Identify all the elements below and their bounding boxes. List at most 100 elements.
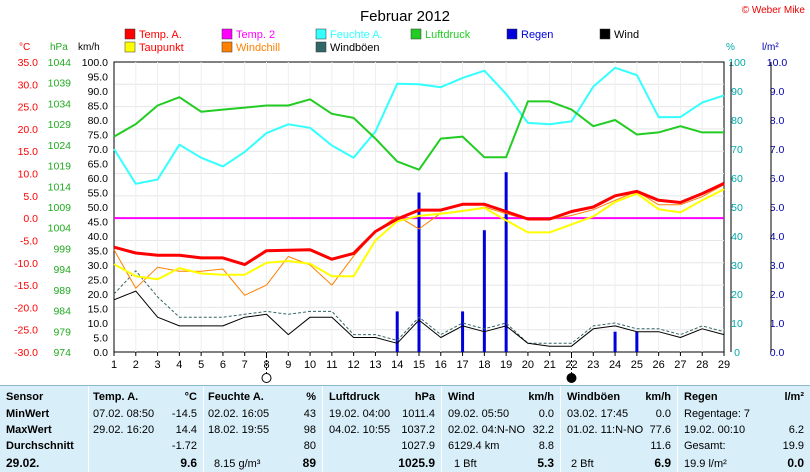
wind-tick-label: 50.0: [88, 202, 109, 214]
legend-label-windboen: Windböen: [330, 42, 380, 54]
rain-max: 6.2: [788, 424, 804, 436]
temp-tick-label: -25.0: [14, 325, 38, 337]
x-tick-label: 19: [500, 359, 512, 371]
temp-tick-label: 30.0: [18, 79, 39, 91]
press-unit: hPa: [414, 391, 435, 403]
press-max: 1037.2: [401, 424, 435, 436]
hum-min-time: 02.02. 16:05: [208, 408, 270, 420]
credit-text: © Weber Mike: [742, 5, 806, 16]
temp-min-time: 07.02. 08:50: [93, 408, 155, 420]
boen-current: 6.9: [654, 456, 671, 470]
boen-max: 77.6: [649, 424, 671, 436]
legend-label-regen: Regen: [521, 29, 553, 41]
wind-tick-label: 100.0: [82, 57, 108, 69]
wind-tick-label: 80.0: [88, 115, 109, 127]
temp-tick-label: -5.0: [20, 235, 38, 247]
legend-swatch-luftdruck: [410, 28, 422, 40]
x-tick-label: 20: [522, 359, 534, 371]
x-tick-label: 10: [304, 359, 316, 371]
temp-unit-label: °C: [19, 42, 30, 53]
moon-full-icon: [261, 373, 272, 383]
x-tick-label: 25: [631, 359, 643, 371]
temp-tick-label: -15.0: [14, 280, 38, 292]
legend-label-wind: Wind: [614, 29, 639, 41]
wind-tick-label: 45.0: [88, 217, 109, 229]
hum-tick-label: 0: [734, 347, 740, 359]
wind-avg: 8.8: [538, 440, 554, 452]
legend-swatch-wind: [599, 28, 611, 40]
wind-tick-label: 0.0: [93, 347, 108, 359]
temp-unit: °C: [184, 391, 197, 403]
row-label-date: 29.02.: [6, 456, 40, 470]
wind-tick-label: 40.0: [88, 231, 109, 243]
rain-total-label: Gesamt:: [684, 440, 726, 452]
rain-unit-label: l/m²: [762, 42, 779, 53]
rain-unit: l/m²: [784, 391, 804, 403]
legend-label-luftdruck: Luftdruck: [425, 29, 471, 41]
x-tick-label: 29: [718, 359, 730, 371]
wind-tick-label: 70.0: [88, 144, 109, 156]
press-tick-label: 974: [53, 347, 71, 359]
wind-max: 32.2: [532, 424, 554, 436]
wind-max-time: 02.02. 04:N-NO: [448, 424, 526, 436]
press-tick-label: 1034: [48, 98, 72, 110]
series-line-windchill: [113, 184, 725, 296]
weather-chart: Februar 2012 © Weber Mike °C hPa km/h % …: [14, 5, 806, 383]
press-title: Luftdruck: [329, 391, 380, 403]
temp-max-time: 29.02. 16:20: [93, 424, 155, 436]
x-tick-label: 21: [544, 359, 556, 371]
hum-title: Feuchte A.: [208, 391, 264, 403]
rain-tick-label: 3.0: [770, 260, 785, 272]
hum-extra: 8.15 g/m³: [214, 458, 261, 470]
x-tick-label: 3: [155, 359, 161, 371]
press-avg: 1027.9: [401, 440, 435, 452]
series-line-luftdruck: [113, 96, 724, 171]
hum-max: 98: [303, 424, 316, 436]
boen-title: Windböen: [567, 391, 621, 403]
row-label-max: MaxWert: [6, 424, 52, 436]
x-tick-label: 9: [285, 359, 291, 371]
press-unit-label: hPa: [50, 42, 68, 53]
wind-bft: 1 Bft: [454, 458, 477, 470]
hum-tick-label: 60: [731, 173, 743, 185]
wind-tick-label: 85.0: [88, 101, 109, 113]
rain-extra: 19.9 l/m²: [684, 458, 727, 470]
series-line-wind: [113, 290, 725, 347]
hum-tick-label: 70: [731, 144, 743, 156]
legend-label-temp2: Temp. 2: [236, 29, 275, 41]
hum-tick-label: 100: [728, 57, 746, 69]
row-label-sensor: Sensor: [6, 391, 44, 403]
wind-title: Wind: [448, 391, 475, 403]
press-tick-label: 1004: [48, 223, 72, 235]
rain-bar: [504, 172, 508, 352]
boen-avg: 11.6: [650, 440, 671, 452]
boen-bft: 2 Bft: [571, 458, 594, 470]
wind-distance: 6129.4 km: [448, 440, 500, 452]
legend-label-taupunkt: Taupunkt: [139, 42, 184, 54]
stats-col-labels: Sensor MinWert MaxWert Durchschnitt 29.0…: [0, 386, 89, 472]
series-line-windb-en: [113, 270, 725, 344]
press-tick-label: 1039: [48, 78, 72, 90]
temp-min: -14.5: [171, 408, 197, 420]
x-tick-label: 14: [391, 359, 403, 371]
boen-max-time: 01.02. 11:N-NO: [567, 424, 644, 436]
rain-tick-label: 6.0: [770, 173, 785, 185]
legend-label-feuchte: Feuchte A.: [330, 29, 383, 41]
x-tick-label: 11: [326, 359, 337, 371]
stats-panel: Sensor MinWert MaxWert Durchschnitt 29.0…: [0, 385, 810, 472]
stats-col-boen: Windböen km/h 03.02. 17:45 0.0 01.02. 11…: [561, 386, 678, 472]
stats-col-temp: Temp. A. °C 07.02. 08:50 -14.5 29.02. 16…: [89, 386, 204, 472]
temp-avg: -1.72: [171, 440, 197, 452]
temp-current: 9.6: [180, 456, 197, 470]
x-tick-label: 23: [587, 359, 599, 371]
legend-swatch-feuchte: [315, 28, 327, 40]
row-label-min: MinWert: [6, 408, 50, 420]
wind-unit-label: km/h: [78, 42, 100, 53]
rain-tick-label: 9.0: [770, 86, 785, 98]
hum-tick-label: 30: [731, 260, 743, 272]
hum-tick-label: 80: [731, 115, 743, 127]
x-tick-label: 27: [674, 359, 686, 371]
x-tick-label: 2: [133, 359, 139, 371]
rain-bar: [461, 311, 465, 352]
x-tick-label: 15: [413, 359, 425, 371]
